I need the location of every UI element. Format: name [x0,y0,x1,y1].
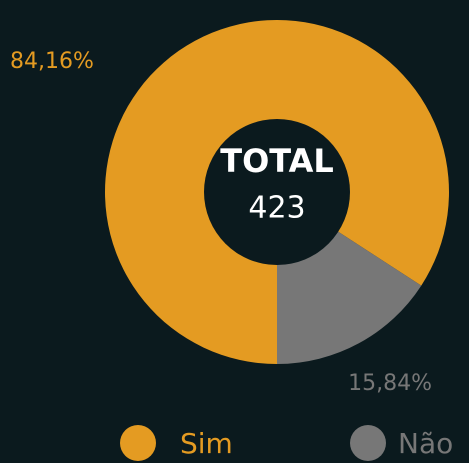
legend-swatch [120,425,156,461]
center-value: 423 [248,191,305,226]
legend-label: Sim [180,427,233,460]
center-title: TOTAL [220,142,334,180]
value-label: 84,16% [10,49,94,74]
donut-hole [204,119,350,265]
legend-swatch [350,425,386,461]
legend-label: Não [398,427,453,460]
value-label: 15,84% [348,371,432,396]
